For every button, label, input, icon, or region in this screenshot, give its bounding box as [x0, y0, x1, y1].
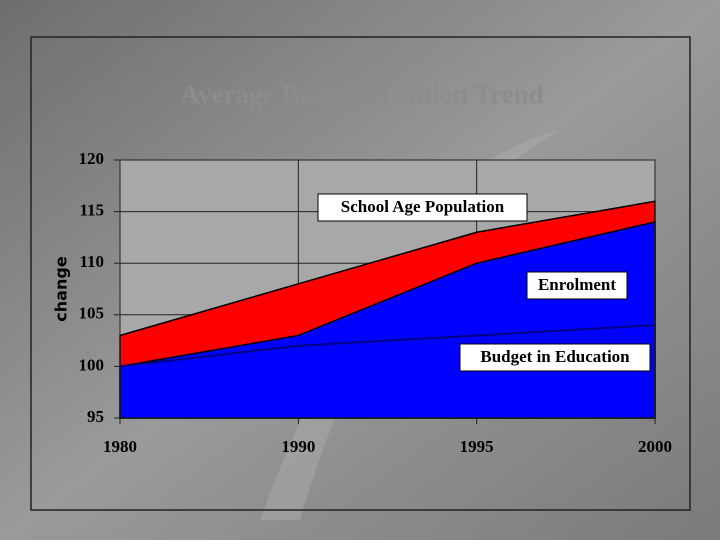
- y-tick-label: 105: [79, 304, 105, 323]
- series-label: Enrolment: [538, 275, 616, 294]
- plot-border: [119, 159, 656, 419]
- x-tick-label: 1990: [281, 437, 315, 456]
- y-tick-label: 100: [79, 355, 105, 374]
- line: [119, 324, 656, 368]
- series-label-box: [459, 343, 651, 372]
- y-tick-label: 120: [79, 149, 105, 168]
- series-label-box: [526, 271, 628, 300]
- frame: [30, 36, 691, 511]
- y-axis-label: change: [52, 256, 71, 322]
- y-tick-label: 115: [79, 201, 104, 220]
- x-tick-label: 1980: [103, 437, 137, 456]
- x-tick-label: 2000: [638, 437, 672, 456]
- y-tick-label: 95: [87, 407, 104, 426]
- series-label: School Age Population: [341, 197, 505, 216]
- x-tick-label: 1995: [460, 437, 494, 456]
- y-tick-label: 110: [79, 252, 104, 271]
- decoration: [260, 130, 560, 520]
- series-label-box: [317, 193, 528, 222]
- series-label: Budget in Education: [480, 347, 630, 366]
- chart-title: Average Basic Education Trend: [180, 79, 543, 109]
